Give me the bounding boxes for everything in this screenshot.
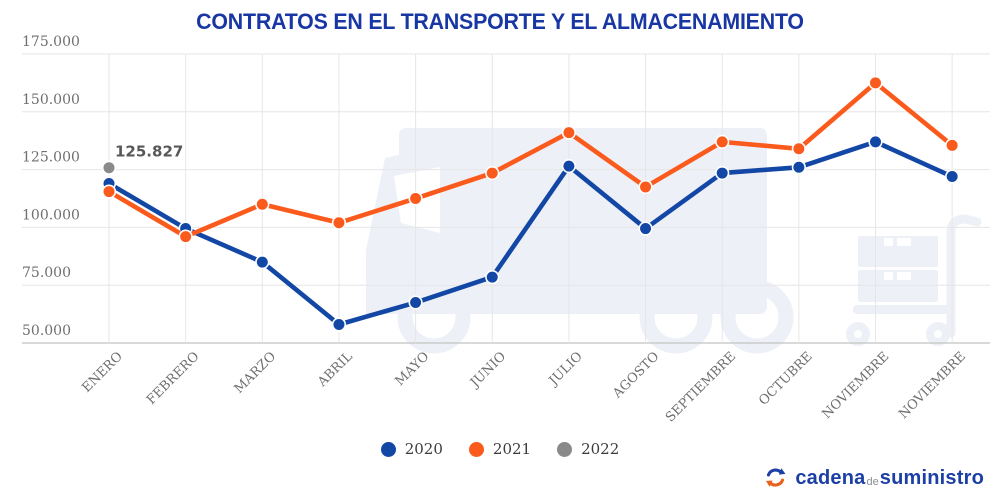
series-line-2020 xyxy=(106,139,955,327)
x-axis-tick-label: NOVIEMBRE xyxy=(896,349,969,422)
data-point-2021 xyxy=(561,125,577,140)
data-point-2020 xyxy=(945,169,960,184)
hand-truck-watermark xyxy=(846,214,982,346)
data-point-2022 xyxy=(101,160,117,175)
series-line-2021 xyxy=(106,80,955,239)
data-point-2021 xyxy=(255,197,270,212)
sync-arrows-icon xyxy=(766,468,786,487)
data-point-2020 xyxy=(715,165,730,181)
x-axis-tick-label: JUNIO xyxy=(466,349,509,392)
point-annotation: 125.827 xyxy=(115,143,183,161)
x-axis-tick-label: AGOSTO xyxy=(610,349,663,402)
data-point-2021 xyxy=(101,184,117,199)
legend-item-2021: 2021 xyxy=(468,440,532,458)
data-point-2020 xyxy=(485,270,500,285)
data-point-2020 xyxy=(331,317,347,332)
x-axis-tick-label: ENERO xyxy=(79,349,126,396)
data-point-2021 xyxy=(715,134,730,149)
data-point-2021 xyxy=(408,191,423,206)
y-axis-tick-label: 125.000 xyxy=(22,150,80,166)
chart-legend: 2020 2021 2022 xyxy=(0,440,1000,458)
data-point-2020 xyxy=(638,221,653,236)
brand-logo: cadena de suministro xyxy=(764,466,984,490)
data-point-2021 xyxy=(945,138,960,153)
brand-logo-text: cadena de suministro xyxy=(795,467,984,490)
legend-dot-2021 xyxy=(468,441,484,457)
x-axis-tick-label: MAYO xyxy=(393,349,433,389)
logo-word-cadena: cadena xyxy=(795,466,866,489)
data-point-2021 xyxy=(178,229,193,244)
legend-item-2022: 2022 xyxy=(557,440,619,458)
data-point-2021 xyxy=(331,215,347,230)
x-axis-tick-label: NOVIEMBRE xyxy=(820,349,893,422)
logo-word-suministro: suministro xyxy=(879,466,984,489)
data-point-2020 xyxy=(868,134,883,149)
x-axis-tick-label: MARZO xyxy=(232,349,280,397)
data-point-2020 xyxy=(408,295,423,310)
x-axis-tick-label: JULIO xyxy=(545,349,586,390)
legend-dot-2020 xyxy=(380,441,396,457)
data-point-2020 xyxy=(255,254,270,270)
legend-dot-2022 xyxy=(557,441,573,457)
legend-label: 2020 xyxy=(404,440,443,458)
data-point-2021 xyxy=(868,75,883,90)
series-layer xyxy=(101,75,960,332)
data-point-2020 xyxy=(561,159,577,174)
y-axis-tick-label: 75.000 xyxy=(22,265,71,281)
page-title: CONTRATOS EN EL TRANSPORTE Y EL ALMACENA… xyxy=(196,9,804,34)
y-axis-tick-label: 100.000 xyxy=(22,207,80,223)
y-axis-tick-label: 150.000 xyxy=(22,92,80,108)
x-axis-tick-label: SEPTIEMBRE xyxy=(663,349,739,425)
data-point-2021 xyxy=(638,179,653,195)
x-axis-tick-label: ABRIL xyxy=(314,349,356,391)
y-axis-tick-label: 175.000 xyxy=(22,34,80,50)
legend-label: 2022 xyxy=(581,440,620,458)
x-axis-tick-label: OCTUBRE xyxy=(756,349,815,408)
x-axis-tick-label: FEBRERO xyxy=(144,349,203,408)
truck-watermark xyxy=(366,128,794,354)
annotation-value-label: 125.827 xyxy=(115,143,183,161)
logo-word-de: de xyxy=(866,475,879,488)
data-point-2020 xyxy=(791,160,806,175)
data-point-2021 xyxy=(791,141,806,156)
legend-item-2020: 2020 xyxy=(380,440,443,458)
legend-label: 2021 xyxy=(492,440,532,458)
data-point-2021 xyxy=(485,165,500,181)
y-axis-tick-label: 50.000 xyxy=(22,323,71,339)
line-chart: 175.000 150.000 125.000 100.000 75.000 50.000… xyxy=(22,34,990,425)
